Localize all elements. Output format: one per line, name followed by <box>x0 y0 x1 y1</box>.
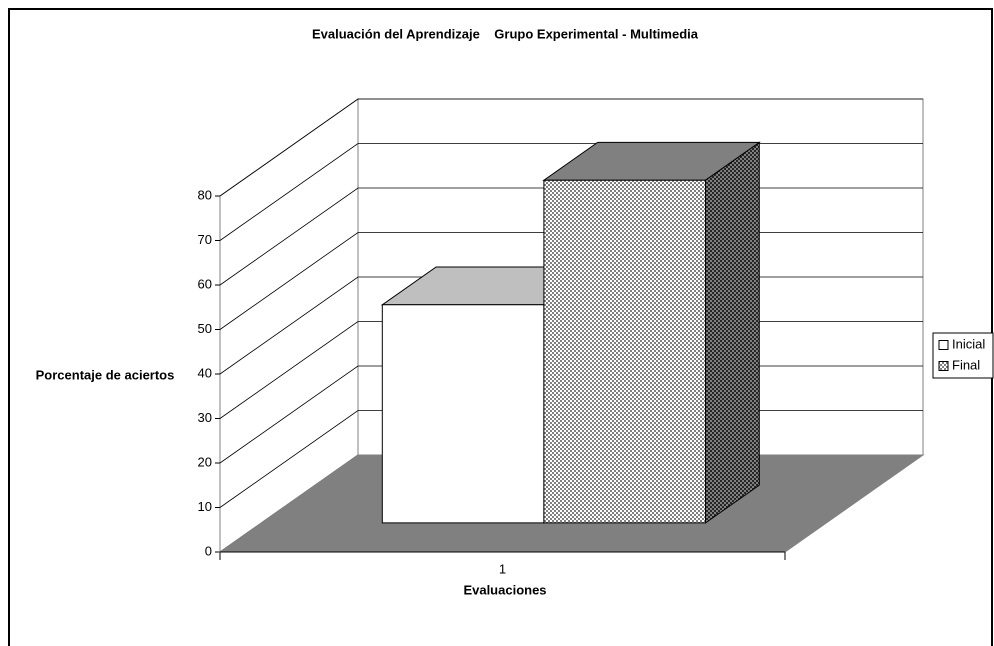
bar-front <box>543 179 706 524</box>
y-tick-label: 60 <box>198 276 212 291</box>
y-tick-label: 70 <box>198 232 212 247</box>
y-axis-label: Porcentaje de aciertos <box>36 367 175 382</box>
legend: Inicial Final <box>938 336 985 372</box>
chart-title: Evaluación del Aprendizaje Grupo Experim… <box>312 26 699 41</box>
frame <box>8 8 993 646</box>
plot: 0 10 20 30 40 50 60 70 80 1 <box>198 98 925 576</box>
bar-front <box>381 304 545 524</box>
bar-side <box>705 141 760 524</box>
y-tick-label: 80 <box>198 187 212 202</box>
legend-swatch <box>938 361 949 371</box>
legend-label: Inicial <box>952 336 985 351</box>
y-tick-label: 50 <box>198 321 212 336</box>
y-tick-label: 0 <box>205 543 212 558</box>
y-tick-label: 40 <box>198 365 212 380</box>
y-tick-label: 30 <box>198 410 212 425</box>
y-tick-label: 20 <box>198 454 212 469</box>
legend-label: Final <box>952 357 980 372</box>
y-tick-label: 10 <box>198 499 212 514</box>
grid-line <box>219 98 923 197</box>
x-tick-label: 1 <box>499 561 506 576</box>
x-axis-label: Evaluaciones <box>463 582 546 597</box>
legend-swatch <box>938 340 949 350</box>
